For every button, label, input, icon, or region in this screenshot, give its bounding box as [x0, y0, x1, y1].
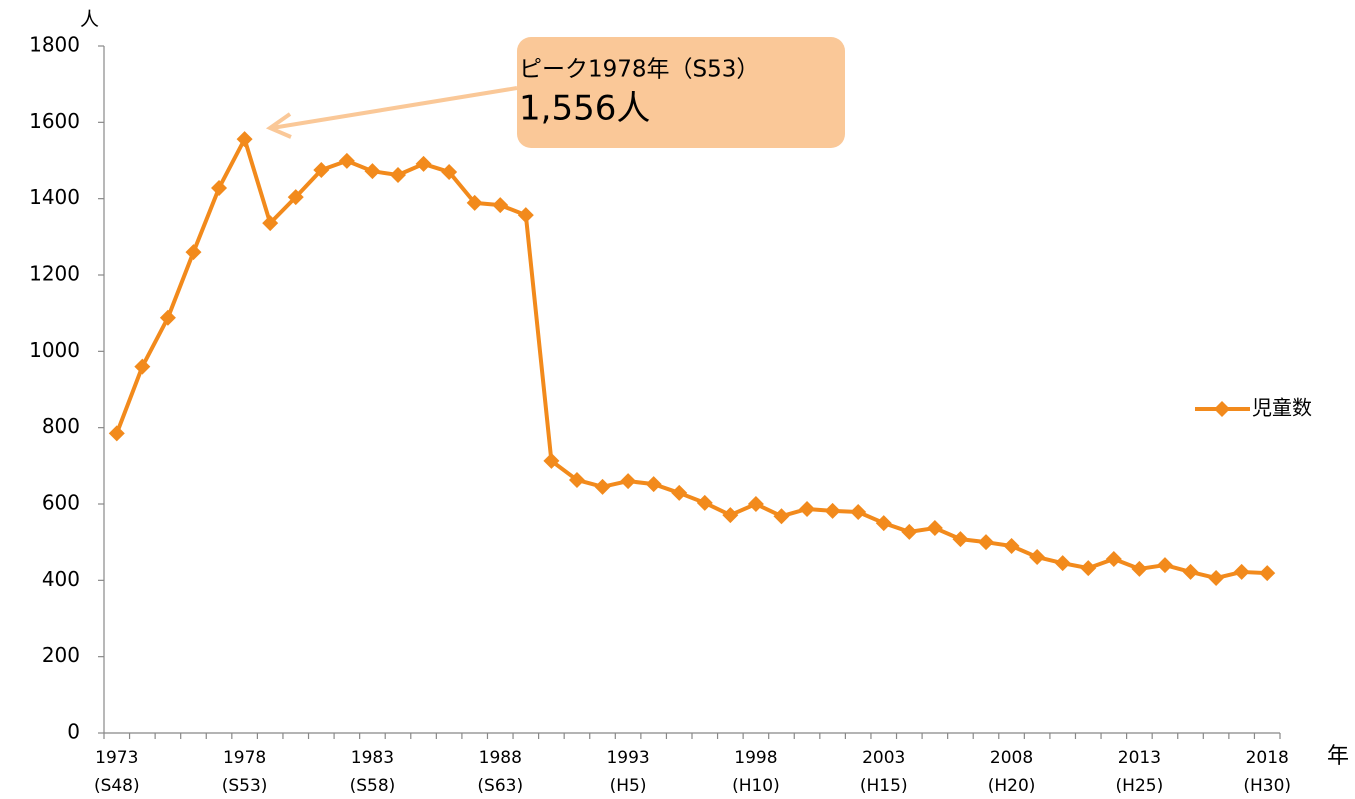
data-point: [543, 452, 560, 469]
annotation-box: [517, 37, 845, 148]
data-point: [568, 471, 585, 488]
x-era-label: (H5): [610, 776, 647, 796]
data-point: [338, 152, 355, 169]
y-tick-label: 400: [42, 567, 80, 591]
annotation-title: ピーク1978年（S53）: [519, 57, 759, 83]
x-era-label: (H15): [860, 776, 908, 796]
x-era-label: (H10): [732, 776, 780, 796]
x-tick-label: 2003: [862, 748, 905, 768]
y-tick-label: 1400: [29, 185, 80, 209]
data-point: [1105, 550, 1122, 567]
y-tick-label: 0: [67, 720, 80, 744]
data-point: [1003, 537, 1020, 554]
data-point: [1029, 549, 1046, 566]
data-point: [594, 478, 611, 495]
data-point: [696, 494, 713, 511]
data-point: [875, 515, 892, 532]
legend-marker: [1214, 401, 1230, 417]
data-point: [773, 508, 790, 525]
data-point: [926, 520, 943, 537]
x-era-label: (S53): [222, 776, 268, 796]
y-tick-label: 200: [42, 643, 80, 667]
y-tick-label: 1800: [29, 33, 80, 57]
x-tick-label: 2018: [1246, 748, 1289, 768]
data-point: [159, 309, 176, 326]
data-point: [466, 194, 483, 211]
data-point: [415, 155, 432, 172]
x-tick-label: 1988: [479, 748, 522, 768]
y-tick-label: 1000: [29, 338, 80, 362]
data-point: [952, 531, 969, 548]
x-tick-label: 1973: [95, 748, 138, 768]
data-point: [1208, 570, 1225, 587]
data-point: [1156, 557, 1173, 574]
x-tick-label: 2008: [990, 748, 1033, 768]
data-point: [1080, 560, 1097, 577]
data-point: [799, 500, 816, 517]
data-point: [236, 131, 253, 148]
data-point: [722, 507, 739, 524]
data-point: [492, 197, 509, 214]
x-tick-label: 2013: [1118, 748, 1161, 768]
data-point: [901, 523, 918, 540]
legend-label: 児童数: [1252, 396, 1312, 420]
x-era-label: (H20): [988, 776, 1036, 796]
data-point: [747, 496, 764, 512]
x-era-label: (S63): [477, 776, 523, 796]
data-point: [1182, 563, 1199, 580]
x-tick-label: 1983: [351, 748, 394, 768]
annotation-arrowhead: [265, 112, 292, 139]
data-point: [517, 207, 534, 224]
data-point: [364, 163, 381, 180]
y-tick-label: 600: [42, 491, 80, 515]
x-era-label: (S48): [94, 776, 140, 796]
x-era-label: (S58): [350, 776, 396, 796]
data-point: [211, 179, 228, 196]
data-point: [313, 162, 330, 179]
y-unit: 人: [80, 9, 99, 31]
x-tick-label: 1993: [606, 748, 649, 768]
series-line: [114, 137, 1268, 581]
x-unit: 年: [1327, 744, 1349, 769]
y-tick-label: 1600: [29, 109, 80, 133]
data-point: [671, 484, 688, 501]
data-point: [134, 358, 151, 375]
data-point: [287, 189, 304, 206]
y-tick-label: 800: [42, 414, 80, 438]
data-point: [1259, 565, 1276, 582]
x-tick-label: 1998: [734, 748, 777, 768]
data-point: [262, 215, 279, 232]
x-era-label: (H30): [1243, 776, 1291, 796]
data-point: [850, 504, 867, 521]
data-point: [978, 534, 994, 551]
annotation-arrow: [271, 86, 518, 130]
x-tick-label: 1978: [223, 748, 266, 768]
data-point: [824, 502, 841, 519]
data-point: [1131, 560, 1148, 577]
annotation-value: 1,556人: [519, 89, 650, 129]
data-point: [1233, 563, 1250, 580]
data-point: [620, 473, 637, 490]
y-tick-label: 1200: [29, 262, 80, 286]
data-point: [441, 163, 458, 180]
x-era-label: (H25): [1116, 776, 1164, 796]
data-point: [1054, 555, 1071, 572]
data-point: [185, 244, 202, 261]
data-point: [108, 425, 125, 442]
data-point: [390, 167, 406, 184]
data-point: [645, 476, 662, 493]
